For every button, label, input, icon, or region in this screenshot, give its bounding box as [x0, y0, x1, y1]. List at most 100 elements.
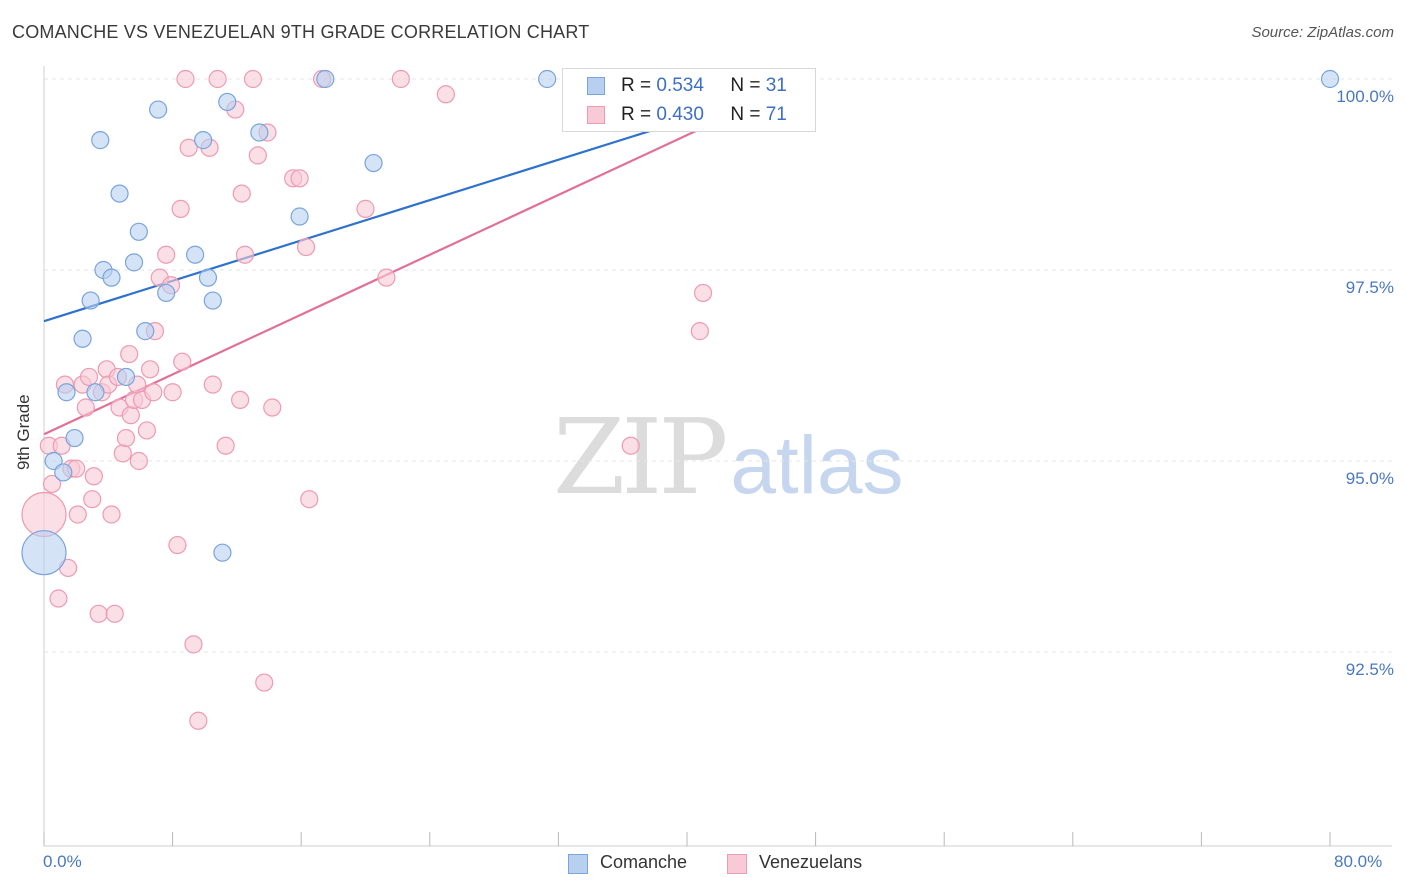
point-comanche [65, 428, 84, 448]
point-venezuelans [255, 673, 274, 692]
point-comanche [91, 131, 110, 150]
point-venezuelans [356, 199, 375, 218]
point-comanche [316, 69, 335, 89]
y-axis-label: 9th Grade [14, 394, 33, 470]
legend-n-value-venezuelan: 71 [765, 104, 787, 125]
point-venezuelans [176, 69, 195, 89]
point-comanche [57, 383, 76, 402]
point-venezuelans [83, 490, 102, 509]
point-venezuelans [168, 535, 187, 555]
y-tick-label-97-5: 97.5% [1345, 278, 1394, 297]
point-comanche [86, 383, 105, 402]
point-comanche [250, 123, 269, 142]
legend-n-value-comanche: 31 [765, 75, 787, 96]
point-venezuelans [391, 69, 410, 89]
legend-r-value-venezuelan: 0.430 [656, 104, 704, 125]
point-venezuelans [116, 428, 136, 448]
point-comanche [1320, 69, 1340, 89]
point-venezuelans [79, 367, 99, 387]
point-comanche [203, 291, 222, 310]
point-venezuelans [140, 360, 160, 379]
point-venezuelans [89, 604, 108, 623]
point-venezuelans [121, 406, 140, 425]
point-venezuelans [42, 474, 62, 494]
point-comanche [149, 100, 168, 119]
point-venezuelans [173, 352, 192, 371]
point-venezuelans [137, 421, 156, 440]
point-venezuelans [184, 635, 203, 654]
point-venezuelans [436, 85, 455, 104]
point-comanche [102, 268, 121, 287]
point-venezuelans [248, 146, 267, 165]
legend-n-label: N = [730, 75, 761, 96]
x-tick-label-min: 0.0% [43, 852, 82, 871]
bottom-legend-swatch-comanche [568, 854, 588, 874]
point-venezuelans [231, 390, 250, 409]
point-venezuelans [377, 268, 396, 287]
point-venezuelans [208, 69, 227, 89]
point-comanche [290, 207, 309, 226]
bottom-legend-label-venezuelans: Venezuelans [759, 852, 863, 872]
gridlines [44, 78, 1392, 653]
point-comanche [81, 291, 100, 310]
point-venezuelans [263, 398, 282, 417]
point-comanche [136, 322, 155, 341]
legend-n-label: N = [730, 104, 761, 125]
point-venezuelans [120, 344, 139, 364]
point-comanche [198, 268, 218, 287]
point-venezuelans [49, 589, 68, 608]
y-tick-label-92-5: 92.5% [1345, 660, 1394, 679]
point-comanche [186, 245, 205, 264]
point-venezuelans [129, 451, 148, 471]
x-tick-label-max: 80.0% [1334, 852, 1383, 871]
bottom-legend-swatch-venezuelans [727, 854, 747, 874]
point-venezuelans [179, 138, 198, 157]
point-comanche [110, 184, 129, 203]
point-comanche [157, 283, 176, 303]
point-venezuelans [243, 69, 263, 89]
point-venezuelans [105, 604, 124, 623]
point-venezuelans [171, 199, 190, 218]
legend-r-value-comanche: 0.534 [656, 75, 704, 96]
point-comanche [213, 543, 232, 562]
point-comanche [116, 367, 136, 387]
correlation-legend: R = 0.534 N = 31 R = 0.430 N = 71 [562, 68, 816, 132]
point-comanche [218, 92, 237, 112]
point-venezuelans [690, 322, 709, 341]
point-comanche [194, 131, 213, 150]
point-comanche [21, 530, 67, 576]
point-venezuelans [113, 444, 132, 463]
chart-title: COMANCHE VS VENEZUELAN 9TH GRADE CORRELA… [12, 22, 590, 42]
data-points [21, 69, 1340, 730]
watermark: ZIPatlas [553, 396, 904, 518]
axes [43, 66, 1392, 847]
point-venezuelans [157, 245, 176, 264]
point-venezuelans [76, 398, 95, 417]
point-venezuelans [621, 436, 640, 455]
point-venezuelans [144, 383, 163, 402]
point-venezuelans [216, 436, 235, 455]
legend-swatch-comanche [587, 77, 605, 95]
point-venezuelans [203, 375, 222, 394]
point-comanche [538, 69, 557, 89]
point-venezuelans [232, 184, 251, 203]
point-venezuelans [693, 283, 713, 303]
watermark-zip: ZIP [553, 396, 728, 518]
point-venezuelans [84, 467, 103, 486]
watermark-atlas: atlas [730, 420, 904, 511]
chart-source: Source: ZipAtlas.com [1251, 24, 1394, 41]
point-comanche [54, 463, 73, 482]
point-venezuelans [163, 383, 182, 402]
legend-r-label: R = [621, 75, 652, 96]
point-venezuelans [68, 505, 87, 524]
point-comanche [124, 253, 144, 272]
point-venezuelans [300, 490, 319, 509]
bottom-legend-label-comanche: Comanche [600, 852, 688, 872]
point-venezuelans [290, 169, 309, 188]
point-comanche [73, 329, 92, 348]
point-venezuelans [296, 237, 316, 257]
legend-r-label: R = [621, 104, 652, 125]
point-venezuelans [102, 505, 121, 524]
point-venezuelans [235, 245, 255, 264]
